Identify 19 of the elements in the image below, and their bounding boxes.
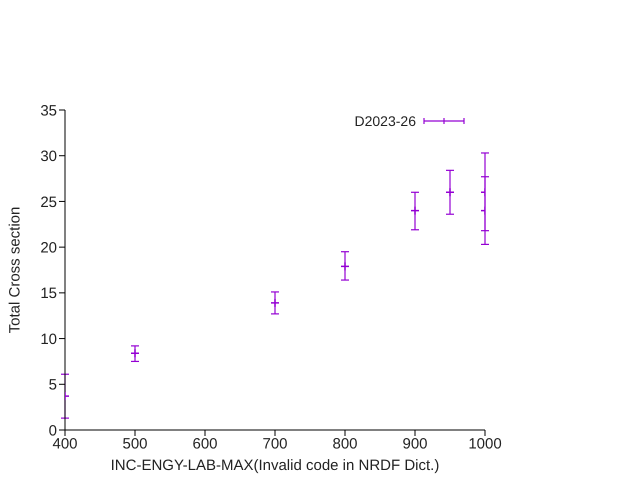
y-tick-label: 20 bbox=[40, 239, 57, 256]
y-axis-title: Total Cross section bbox=[6, 206, 24, 334]
x-axis-title: INC-ENGY-LAB-MAX(Invalid code in NRDF Dict.) bbox=[110, 457, 440, 474]
x-tick-label: 700 bbox=[262, 436, 288, 453]
x-tick-label: 500 bbox=[122, 436, 148, 453]
x-tick-label: 800 bbox=[332, 436, 358, 453]
point bbox=[270, 298, 280, 308]
x-tick-label: 900 bbox=[402, 436, 428, 453]
x-tick-label: 600 bbox=[192, 436, 218, 453]
legend-label: D2023-26 bbox=[354, 113, 416, 129]
y-tick-label: 35 bbox=[40, 102, 57, 120]
y-tick-label: 15 bbox=[40, 285, 57, 302]
y-tick-label: 25 bbox=[40, 194, 57, 211]
point bbox=[340, 262, 350, 272]
point bbox=[410, 206, 420, 216]
y-tick-label: 10 bbox=[40, 330, 57, 348]
y-tick-label: 5 bbox=[48, 376, 57, 394]
y-tick-label: 30 bbox=[40, 148, 57, 166]
x-tick-label: 1000 bbox=[468, 436, 502, 453]
